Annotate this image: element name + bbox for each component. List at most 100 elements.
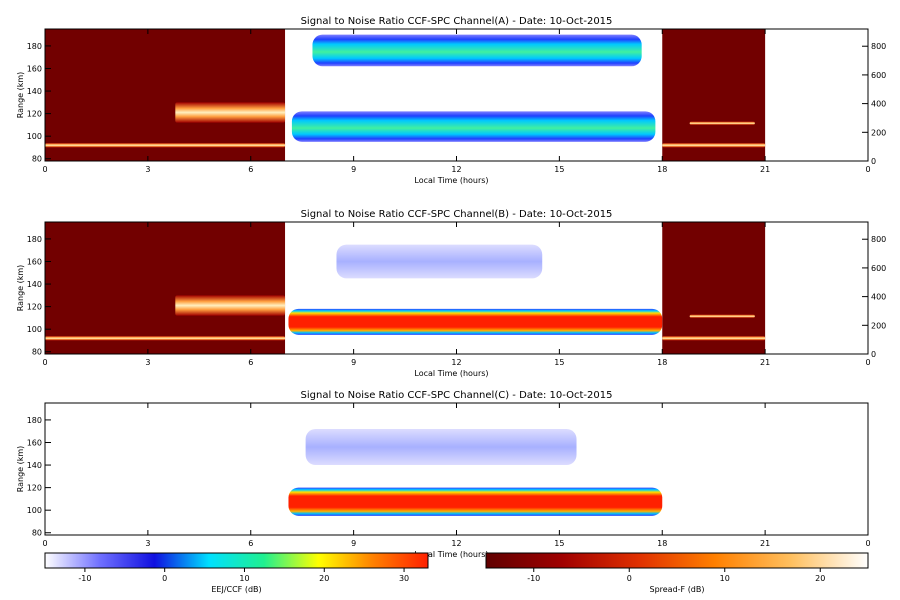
y2-tick-label: 600 [871, 264, 886, 273]
y-tick-label: 180 [27, 42, 42, 51]
x-tick-label: 12 [451, 358, 461, 367]
colorbar-strip [485, 552, 869, 569]
y-axis-label: Range (km) [16, 72, 25, 119]
x-tick-label: 0 [42, 358, 47, 367]
x-tick-label: 3 [145, 539, 150, 548]
y2-tick-label: 400 [871, 293, 886, 302]
y-tick-label: 140 [27, 461, 42, 470]
spread-f-echo [662, 142, 766, 148]
panel-title: Signal to Noise Ratio CCF-SPC Channel(A)… [301, 16, 613, 27]
y-tick-label: 80 [32, 155, 42, 164]
x-tick-label: 15 [554, 165, 564, 174]
x-tick-label: 3 [145, 358, 150, 367]
x-axis-label: Local Time (hours) [414, 369, 488, 378]
spread-f-background [662, 29, 766, 161]
y-tick-label: 120 [27, 303, 42, 312]
colorbar-0: -10 0 10 20 30 EEJ/CCF (dB) [44, 552, 429, 594]
y-tick-label: 180 [27, 235, 42, 244]
y2-tick-label: 600 [871, 71, 886, 80]
x-tick-label: 15 [554, 539, 564, 548]
spread-f-echo [175, 295, 286, 316]
y2-tick-label: 400 [871, 100, 886, 109]
y2-tick-label: 200 [871, 128, 886, 137]
panel-1: Signal to Noise Ratio CCF-SPC Channel(B)… [16, 209, 886, 378]
panel-title: Signal to Noise Ratio CCF-SPC Channel(B)… [301, 209, 613, 220]
x-axis-label: Local Time (hours) [414, 550, 488, 559]
panel-title: Signal to Noise Ratio CCF-SPC Channel(C)… [301, 390, 613, 401]
y-tick-label: 100 [27, 506, 42, 515]
x-tick-label: 9 [351, 358, 356, 367]
x-tick-label: 9 [351, 539, 356, 548]
y2-tick-label: 0 [871, 157, 876, 166]
x-axis-label: Local Time (hours) [414, 176, 488, 185]
spread-f-echo [45, 335, 286, 341]
y-axis-label: Range (km) [16, 265, 25, 312]
x-tick-label: 0 [865, 358, 870, 367]
colorbar-strip [44, 552, 429, 569]
x-tick-label: 12 [451, 539, 461, 548]
colorbar-tick-label: -10 [527, 574, 540, 583]
ccf-echo-layer [288, 308, 663, 335]
colorbar-tick-label: 0 [162, 574, 167, 583]
y-tick-label: 160 [27, 257, 42, 266]
ccf-echo-layer [291, 111, 656, 142]
colorbar-tick-label: 30 [399, 574, 409, 583]
y2-tick-label: 200 [871, 321, 886, 330]
y-tick-label: 160 [27, 64, 42, 73]
y-tick-label: 160 [27, 438, 42, 447]
y2-tick-label: 800 [871, 42, 886, 51]
x-tick-label: 0 [865, 539, 870, 548]
x-tick-label: 3 [145, 165, 150, 174]
colorbar-label: Spread-F (dB) [649, 585, 704, 594]
spread-f-echo [662, 335, 766, 341]
y-tick-label: 120 [27, 484, 42, 493]
x-tick-label: 18 [657, 165, 667, 174]
ccf-echo-layer [312, 34, 642, 67]
spread-f-echo [45, 142, 286, 148]
colorbar-tick-label: 0 [627, 574, 632, 583]
x-tick-label: 0 [865, 165, 870, 174]
x-tick-label: 9 [351, 165, 356, 174]
x-tick-label: 21 [760, 358, 770, 367]
ccf-echo-layer [305, 428, 577, 466]
colorbar-tick-label: 10 [239, 574, 249, 583]
x-tick-label: 15 [554, 358, 564, 367]
y-tick-label: 80 [32, 529, 42, 538]
x-tick-label: 18 [657, 358, 667, 367]
x-tick-label: 6 [248, 165, 253, 174]
panel-0: Signal to Noise Ratio CCF-SPC Channel(A)… [16, 16, 886, 185]
colorbar-tick-label: -10 [78, 574, 91, 583]
colorbar-tick-label: 20 [319, 574, 329, 583]
y-tick-label: 140 [27, 280, 42, 289]
y-tick-label: 140 [27, 87, 42, 96]
x-tick-label: 6 [248, 539, 253, 548]
colorbar-1: -10 0 10 20 Spread-F (dB) [485, 552, 869, 594]
x-tick-label: 0 [42, 539, 47, 548]
spread-f-background [662, 222, 766, 354]
x-tick-label: 21 [760, 165, 770, 174]
y2-tick-label: 800 [871, 235, 886, 244]
spread-f-echo [689, 121, 755, 125]
y-axis-label: Range (km) [16, 446, 25, 493]
x-tick-label: 6 [248, 358, 253, 367]
colorbar-tick-label: 10 [720, 574, 730, 583]
y-tick-label: 100 [27, 325, 42, 334]
y-tick-label: 120 [27, 110, 42, 119]
colorbar-tick-label: 20 [815, 574, 825, 583]
spread-f-background [45, 29, 286, 161]
spread-f-echo [175, 102, 286, 123]
colorbar-label: EEJ/CCF (dB) [211, 585, 261, 594]
panel-2: Signal to Noise Ratio CCF-SPC Channel(C)… [16, 390, 871, 559]
spread-f-background [45, 222, 286, 354]
y-tick-label: 80 [32, 348, 42, 357]
y2-tick-label: 0 [871, 350, 876, 359]
x-tick-label: 0 [42, 165, 47, 174]
spread-f-echo [689, 314, 755, 318]
y-tick-label: 180 [27, 416, 42, 425]
x-tick-label: 21 [760, 539, 770, 548]
ccf-echo-layer [288, 487, 663, 516]
y-tick-label: 100 [27, 132, 42, 141]
x-tick-label: 18 [657, 539, 667, 548]
x-tick-label: 12 [451, 165, 461, 174]
